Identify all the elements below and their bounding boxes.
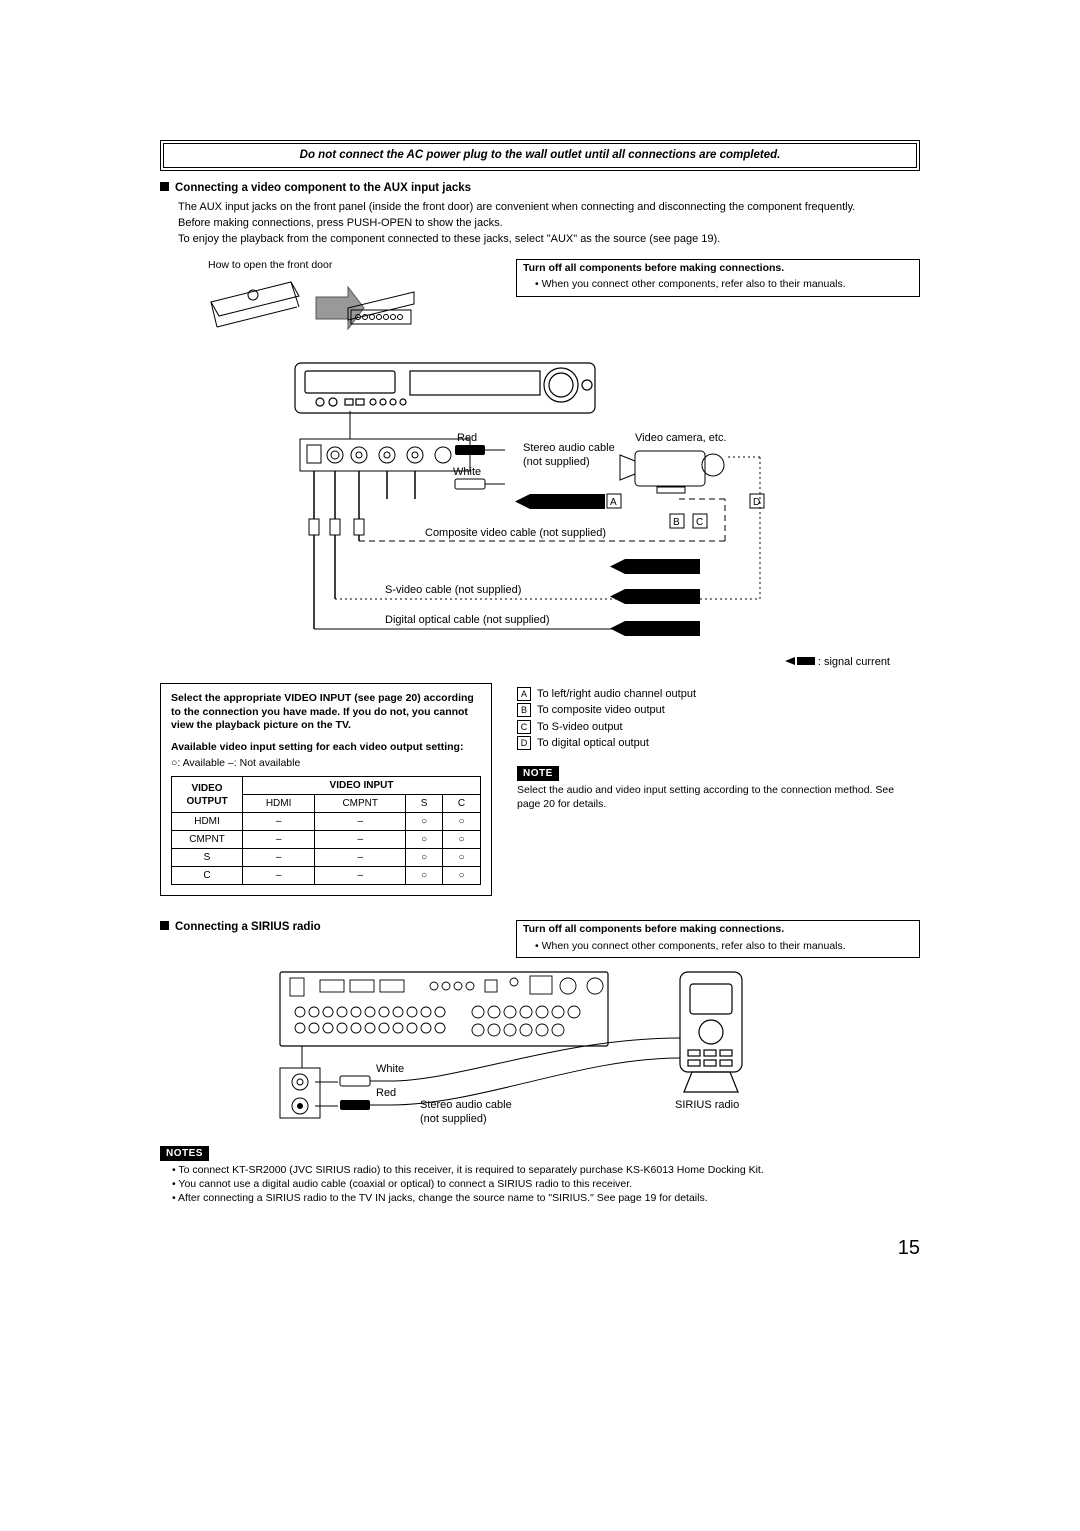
how-to-open-label: How to open the front door bbox=[208, 259, 418, 273]
legend-a: To left/right audio channel output bbox=[537, 687, 696, 701]
legend-c: To S-video output bbox=[537, 720, 623, 734]
infobox-legend: ○: Available –: Not available bbox=[171, 757, 481, 771]
legend-b: To composite video output bbox=[537, 703, 665, 717]
callout-title-1: Turn off all components before making co… bbox=[523, 262, 784, 274]
svg-text:(not supplied): (not supplied) bbox=[523, 456, 590, 468]
svg-text:White: White bbox=[453, 466, 481, 478]
svg-text:SIRIUS radio: SIRIUS radio bbox=[675, 1099, 739, 1111]
callout-bullet-1: When you connect other components, refer… bbox=[535, 278, 913, 292]
infobox-p2: Available video input setting for each v… bbox=[171, 741, 463, 753]
front-door-illustration bbox=[208, 272, 418, 344]
signal-current-legend: : signal current bbox=[160, 655, 890, 669]
section-heading-sirius: Connecting a SIRIUS radio bbox=[160, 920, 321, 935]
svg-text:(not supplied): (not supplied) bbox=[420, 1113, 487, 1125]
aux-paragraph-1: The AUX input jacks on the front panel (… bbox=[178, 200, 920, 214]
aux-paragraph-2: Before making connections, press PUSH-OP… bbox=[178, 216, 920, 230]
svg-text:Digital optical cable (not sup: Digital optical cable (not supplied) bbox=[385, 614, 549, 626]
aux-connection-diagram: Red White Stereo audio cable (not suppli… bbox=[255, 359, 825, 649]
svg-text:Stereo audio cable: Stereo audio cable bbox=[420, 1099, 512, 1111]
aux-paragraph-3: To enjoy the playback from the component… bbox=[178, 232, 920, 246]
warning-box: Do not connect the AC power plug to the … bbox=[163, 143, 917, 168]
section-heading-aux-text: Connecting a video component to the AUX … bbox=[175, 182, 471, 194]
page-number: 15 bbox=[160, 1235, 920, 1261]
svg-text:Composite video cable (not sup: Composite video cable (not supplied) bbox=[425, 527, 606, 539]
notes-bottom-list: To connect KT-SR2000 (JVC SIRIUS radio) … bbox=[172, 1164, 920, 1205]
notes-bottom-tag: NOTES bbox=[160, 1146, 209, 1161]
callout-title-2: Turn off all components before making co… bbox=[523, 923, 784, 935]
video-io-table: VIDEO OUTPUT VIDEO INPUT HDMICMPNTSC HDM… bbox=[171, 776, 481, 885]
svg-text:B: B bbox=[673, 517, 680, 528]
svg-text:S-video cable (not supplied): S-video cable (not supplied) bbox=[385, 584, 521, 596]
svg-text:Red: Red bbox=[457, 432, 477, 444]
output-legend-list: ATo left/right audio channel output BTo … bbox=[517, 687, 920, 750]
callout-turnoff-1: Turn off all components before making co… bbox=[516, 259, 920, 297]
svg-text:Red: Red bbox=[376, 1087, 396, 1099]
sirius-connection-diagram: White Red Stereo audio cable (not suppli… bbox=[260, 968, 820, 1138]
svg-text:A: A bbox=[610, 497, 617, 508]
note-tag: NOTE bbox=[517, 766, 559, 781]
svg-text:Video camera, etc.: Video camera, etc. bbox=[635, 432, 727, 444]
svg-text:D: D bbox=[753, 497, 760, 508]
callout-turnoff-2: Turn off all components before making co… bbox=[516, 920, 920, 958]
legend-d: To digital optical output bbox=[537, 736, 649, 750]
section-heading-aux: Connecting a video component to the AUX … bbox=[160, 181, 920, 196]
svg-text:C: C bbox=[696, 517, 703, 528]
warning-border: Do not connect the AC power plug to the … bbox=[160, 140, 920, 171]
svg-text:White: White bbox=[376, 1063, 404, 1075]
video-input-infobox: Select the appropriate VIDEO INPUT (see … bbox=[160, 683, 492, 896]
callout-bullet-2: When you connect other components, refer… bbox=[535, 940, 913, 954]
note-text: Select the audio and video input setting… bbox=[517, 784, 920, 811]
stereo-cable-label: Stereo audio cable bbox=[523, 442, 615, 454]
infobox-p1: Select the appropriate VIDEO INPUT (see … bbox=[171, 692, 474, 731]
